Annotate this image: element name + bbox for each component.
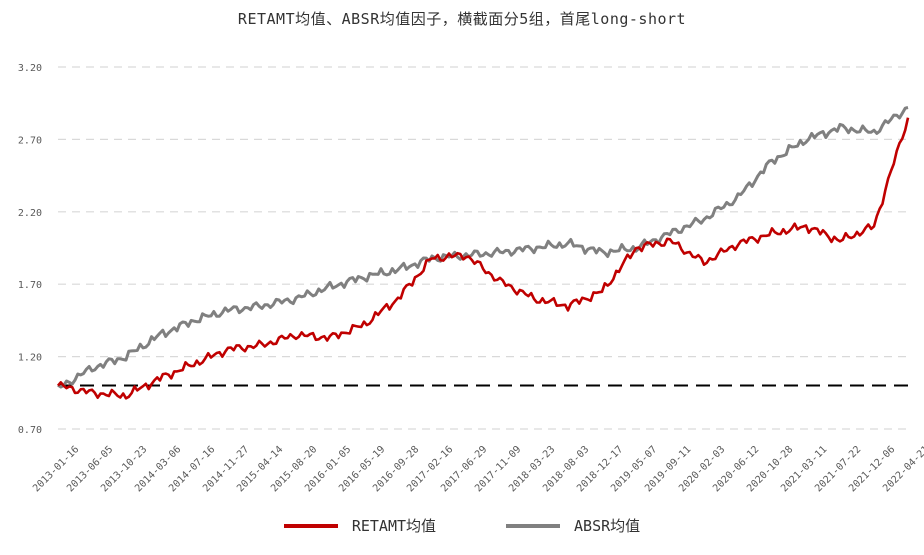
legend-item-absr: ABSR均值 (506, 515, 640, 536)
legend-label-retamt: RETAMT均值 (351, 517, 437, 535)
y-tick-label: 3.20 (18, 63, 42, 74)
x-axis-ticks: 2013-01-162013-06-052013-10-232014-03-06… (31, 444, 924, 494)
gridlines (58, 66, 908, 430)
series-line-absr (57, 106, 909, 389)
y-tick-label: 2.20 (18, 208, 42, 219)
legend: RETAMT均值 ABSR均值 (0, 515, 924, 536)
chart-title: RETAMT均值、ABSR均值因子，横截面分5组，首尾long-short (237, 10, 687, 28)
legend-swatch-absr (506, 523, 561, 528)
series-line-retamt (57, 117, 910, 400)
legend-swatch-retamt (283, 523, 338, 528)
series-layer (57, 106, 910, 400)
y-tick-label: 1.70 (18, 280, 42, 291)
y-tick-label: 1.20 (18, 353, 42, 364)
legend-item-retamt: RETAMT均值 (283, 515, 437, 536)
y-tick-label: 2.70 (18, 135, 42, 146)
y-axis-ticks: 0.70 1.20 1.70 2.20 2.70 3.20 (18, 63, 42, 436)
y-tick-label: 0.70 (18, 425, 42, 436)
legend-label-absr: ABSR均值 (574, 517, 641, 535)
